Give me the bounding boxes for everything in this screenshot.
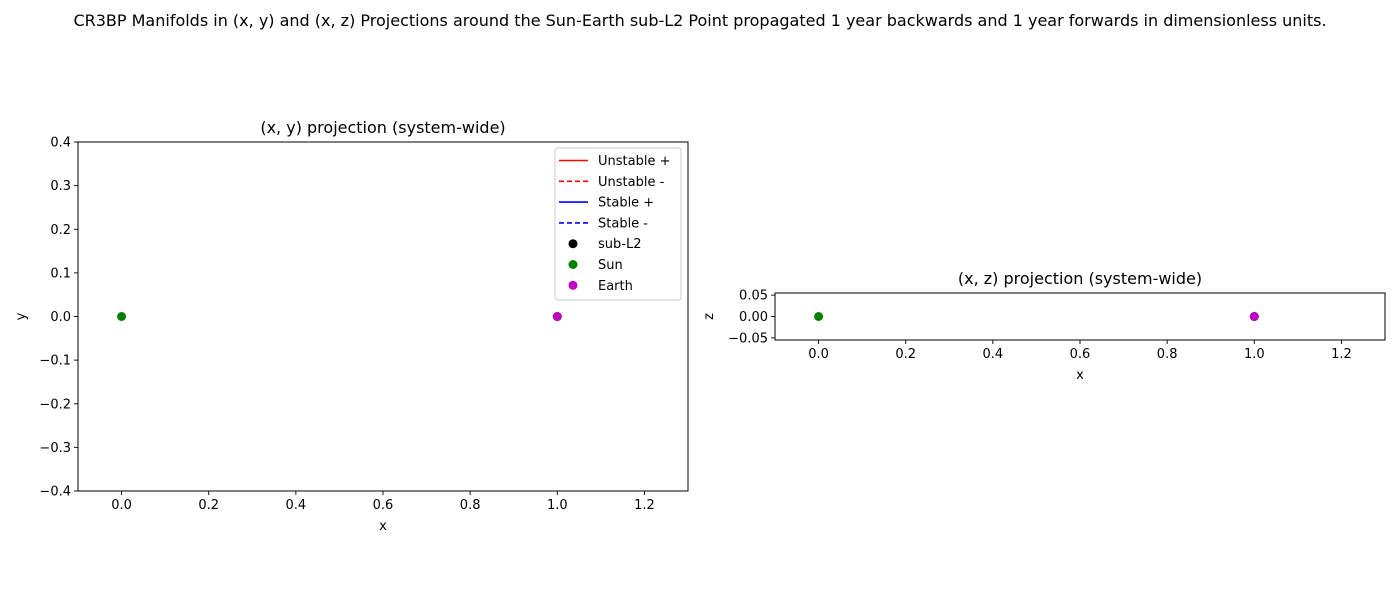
xz-x-tick-label: 0.6	[1070, 347, 1091, 362]
xz-y-tick-label: 0.05	[739, 289, 768, 304]
xy-legend-label-unstable: Unstable -	[598, 175, 665, 190]
xy-sun-marker	[117, 312, 127, 321]
xy-legend-label-sub-l2: sub-L2	[598, 237, 641, 252]
xy-legend-label-unstable: Unstable +	[598, 154, 670, 169]
xy-x-tick-label: 1.0	[547, 498, 568, 513]
xy-legend-label-sun: Sun	[598, 258, 623, 273]
xz-x-tick-label: 0.0	[808, 347, 829, 362]
xz-axes-title: (x, z) projection (system-wide)	[958, 269, 1202, 288]
xy-legend-label-stable: Stable -	[598, 216, 648, 231]
xz-y-tick-label: −0.05	[728, 331, 768, 346]
xy-x-tick-label: 0.6	[373, 498, 394, 513]
xz-earth-marker	[1249, 312, 1259, 321]
xy-x-tick-label: 0.0	[111, 498, 132, 513]
xz-x-tick-label: 1.2	[1331, 347, 1352, 362]
xz-x-tick-label: 0.4	[983, 347, 1004, 362]
xy-y-tick-label: 0.4	[50, 136, 71, 151]
xy-axes-title: (x, y) projection (system-wide)	[260, 118, 505, 137]
xy-x-tick-label: 1.2	[634, 498, 655, 513]
xy-y-tick-label: −0.4	[39, 485, 71, 500]
xy-legend-label-earth: Earth	[598, 279, 633, 294]
xy-y-axis-label: y	[14, 312, 29, 320]
xy-y-tick-label: −0.3	[39, 441, 71, 456]
xz-axes-frame	[774, 292, 1386, 341]
xz-x-tick-label: 0.2	[895, 347, 916, 362]
xy-y-tick-label: 0.3	[50, 179, 71, 194]
xy-x-axis-label: x	[379, 519, 387, 534]
xz-y-axis-label: z	[702, 313, 717, 320]
xy-y-tick-label: 0.1	[50, 266, 71, 281]
xy-y-tick-label: 0.0	[50, 310, 71, 325]
xz-sun-marker	[814, 312, 824, 321]
xz-x-tick-label: 1.0	[1244, 347, 1265, 362]
xy-legend-box	[554, 147, 682, 301]
xz-y-tick-label: 0.00	[739, 310, 768, 325]
xz-x-axis-label: x	[1076, 368, 1084, 383]
figure-suptitle: CR3BP Manifolds in (x, y) and (x, z) Pro…	[73, 11, 1326, 30]
xy-x-tick-label: 0.4	[286, 498, 307, 513]
xy-legend-handle-sub-l2	[568, 239, 578, 249]
xy-projection-axes: (x, y) projection (system-wide) 0.0 0.2 0.4…	[14, 118, 689, 534]
xy-x-tick-label: 0.8	[460, 498, 481, 513]
xy-y-tick-label: −0.1	[39, 354, 71, 369]
xz-projection-axes: (x, z) projection (system-wide) 0.0 0.2 0.4…	[702, 269, 1386, 383]
xy-x-tick-label: 0.2	[198, 498, 219, 513]
xy-y-tick-label: −0.2	[39, 397, 71, 412]
xy-legend-handle-earth	[568, 280, 578, 290]
xy-y-tick-label: 0.2	[50, 223, 71, 238]
xz-x-tick-label: 0.8	[1157, 347, 1178, 362]
xy-legend: Unstable + Unstable - Stable + Stable - sub-…	[554, 147, 682, 301]
xy-earth-marker	[552, 312, 562, 321]
xy-legend-label-stable: Stable +	[598, 196, 654, 211]
xy-legend-handle-sun	[568, 260, 578, 269]
xy-axes-frame	[77, 141, 689, 492]
